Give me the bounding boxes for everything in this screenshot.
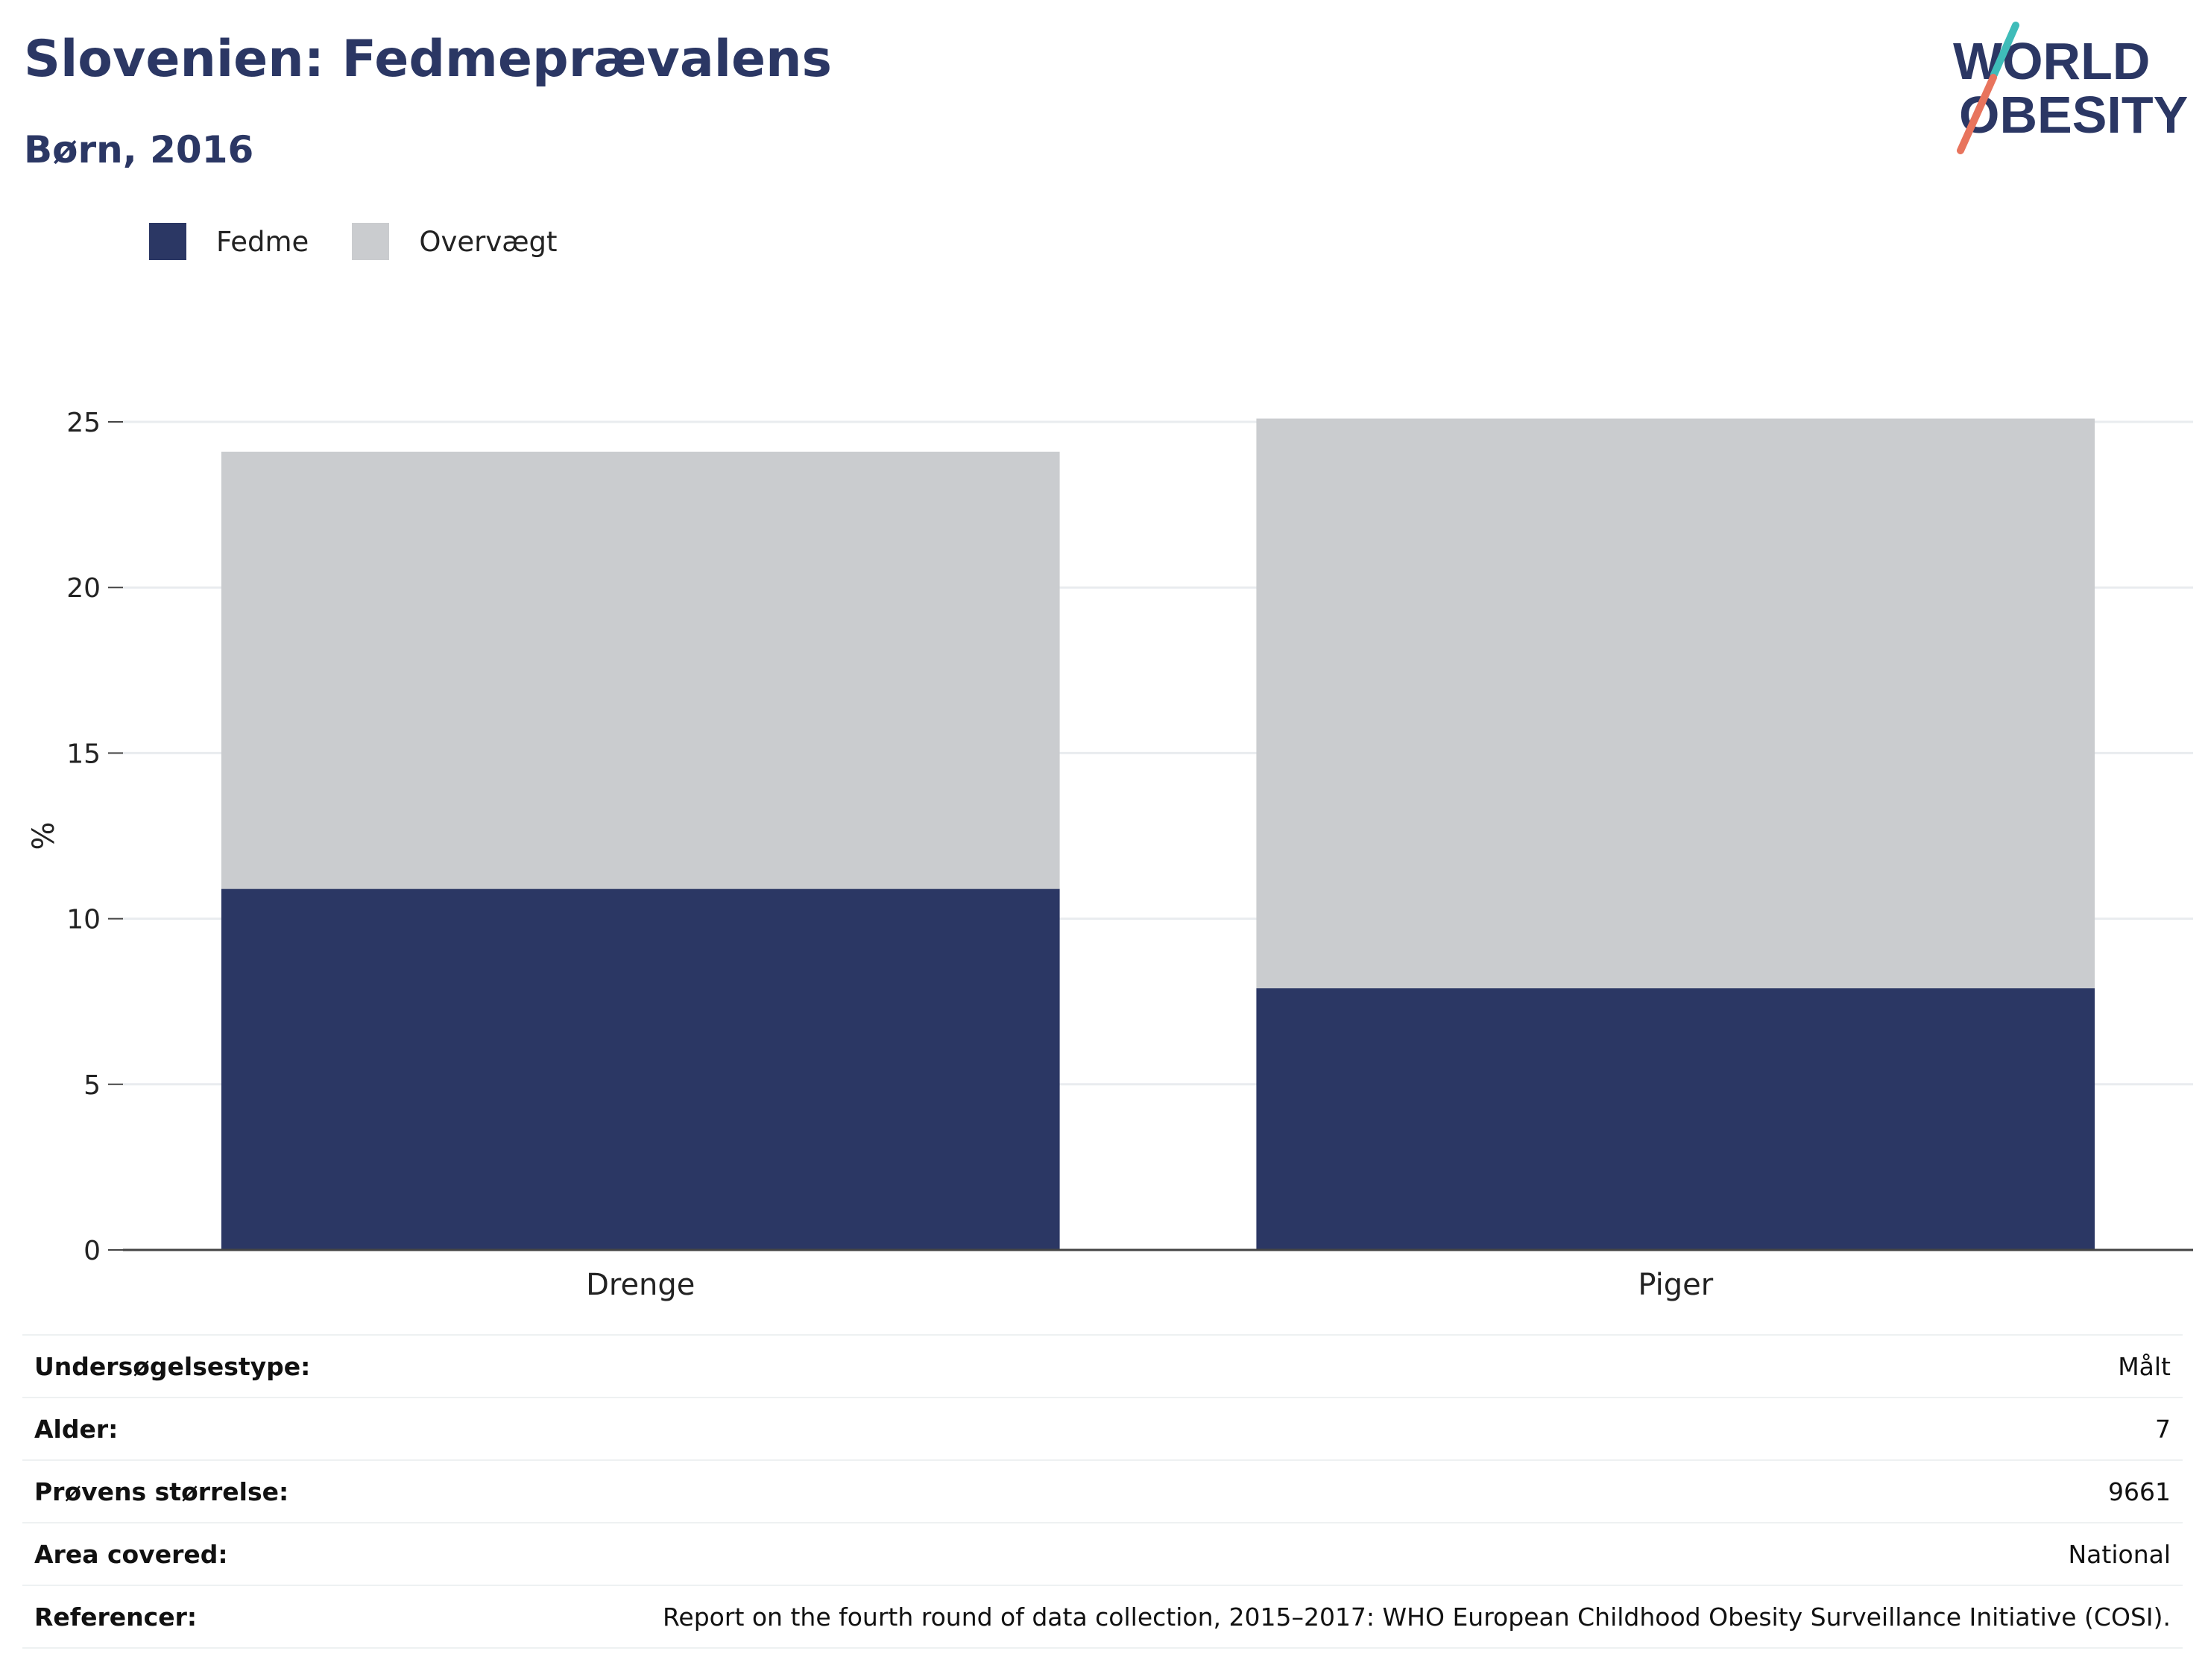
bar-overv-gt-drenge: [221, 451, 1060, 889]
info-label: Undersøgelsestype:: [22, 1334, 376, 1398]
y-tick-label: 10: [66, 905, 101, 935]
info-value: 9661: [376, 1460, 2183, 1523]
info-label: Prøvens størrelse:: [22, 1460, 376, 1523]
chart-subtitle: Børn, 2016: [24, 128, 254, 171]
legend-label-fedme: Fedme: [216, 225, 309, 258]
info-label: Alder:: [22, 1398, 376, 1461]
y-tick-label: 5: [83, 1070, 101, 1101]
bar-overv-gt-piger: [1256, 418, 2095, 988]
info-value: National: [376, 1523, 2183, 1586]
world-obesity-logo: WORLD OBESITY: [1953, 22, 2188, 154]
info-value: Report on the fourth round of data colle…: [376, 1585, 2183, 1649]
stacked-bar-chart: 0 5 10 15 20 25% Drenge Piger: [27, 408, 2193, 1302]
chart-legend: Fedme Overvægt: [149, 222, 601, 261]
x-tick-label: Drenge: [586, 1268, 695, 1302]
x-tick-label: Piger: [1638, 1268, 1713, 1302]
y-tick-label: 15: [66, 739, 101, 769]
info-row-age: Alder: 7: [22, 1398, 2183, 1461]
info-row-sample-size: Prøvens størrelse: 9661: [22, 1460, 2183, 1523]
y-tick-label: 0: [83, 1236, 101, 1266]
info-row-survey-type: Undersøgelsestype: Målt: [22, 1334, 2183, 1398]
svg-text:OBESITY: OBESITY: [1959, 86, 2188, 144]
chart-title: Slovenien: Fedmeprævalens: [24, 30, 833, 89]
info-label: Area covered:: [22, 1523, 376, 1586]
y-axis-title: %: [27, 821, 61, 850]
bar-fedme-piger: [1256, 988, 2095, 1250]
info-value: 7: [376, 1398, 2183, 1461]
info-value: Målt: [376, 1334, 2183, 1398]
survey-info-table: Undersøgelsestype: Målt Alder: 7 Prøvens…: [22, 1334, 2183, 1649]
legend-label-overvaegt: Overvægt: [419, 225, 558, 258]
svg-text:WORLD: WORLD: [1953, 32, 2150, 90]
info-row-area: Area covered: National: [22, 1523, 2183, 1586]
y-tick-label: 25: [66, 408, 101, 438]
legend-swatch-overvaegt: [352, 223, 390, 260]
legend-swatch-fedme: [149, 223, 186, 260]
legend-item-overvaegt[interactable]: Overvægt: [352, 223, 558, 260]
y-tick-label: 20: [66, 573, 101, 604]
info-label: Referencer:: [22, 1585, 376, 1649]
info-row-references: Referencer: Report on the fourth round o…: [22, 1585, 2183, 1649]
legend-item-fedme[interactable]: Fedme: [149, 223, 309, 260]
bar-fedme-drenge: [221, 888, 1060, 1250]
